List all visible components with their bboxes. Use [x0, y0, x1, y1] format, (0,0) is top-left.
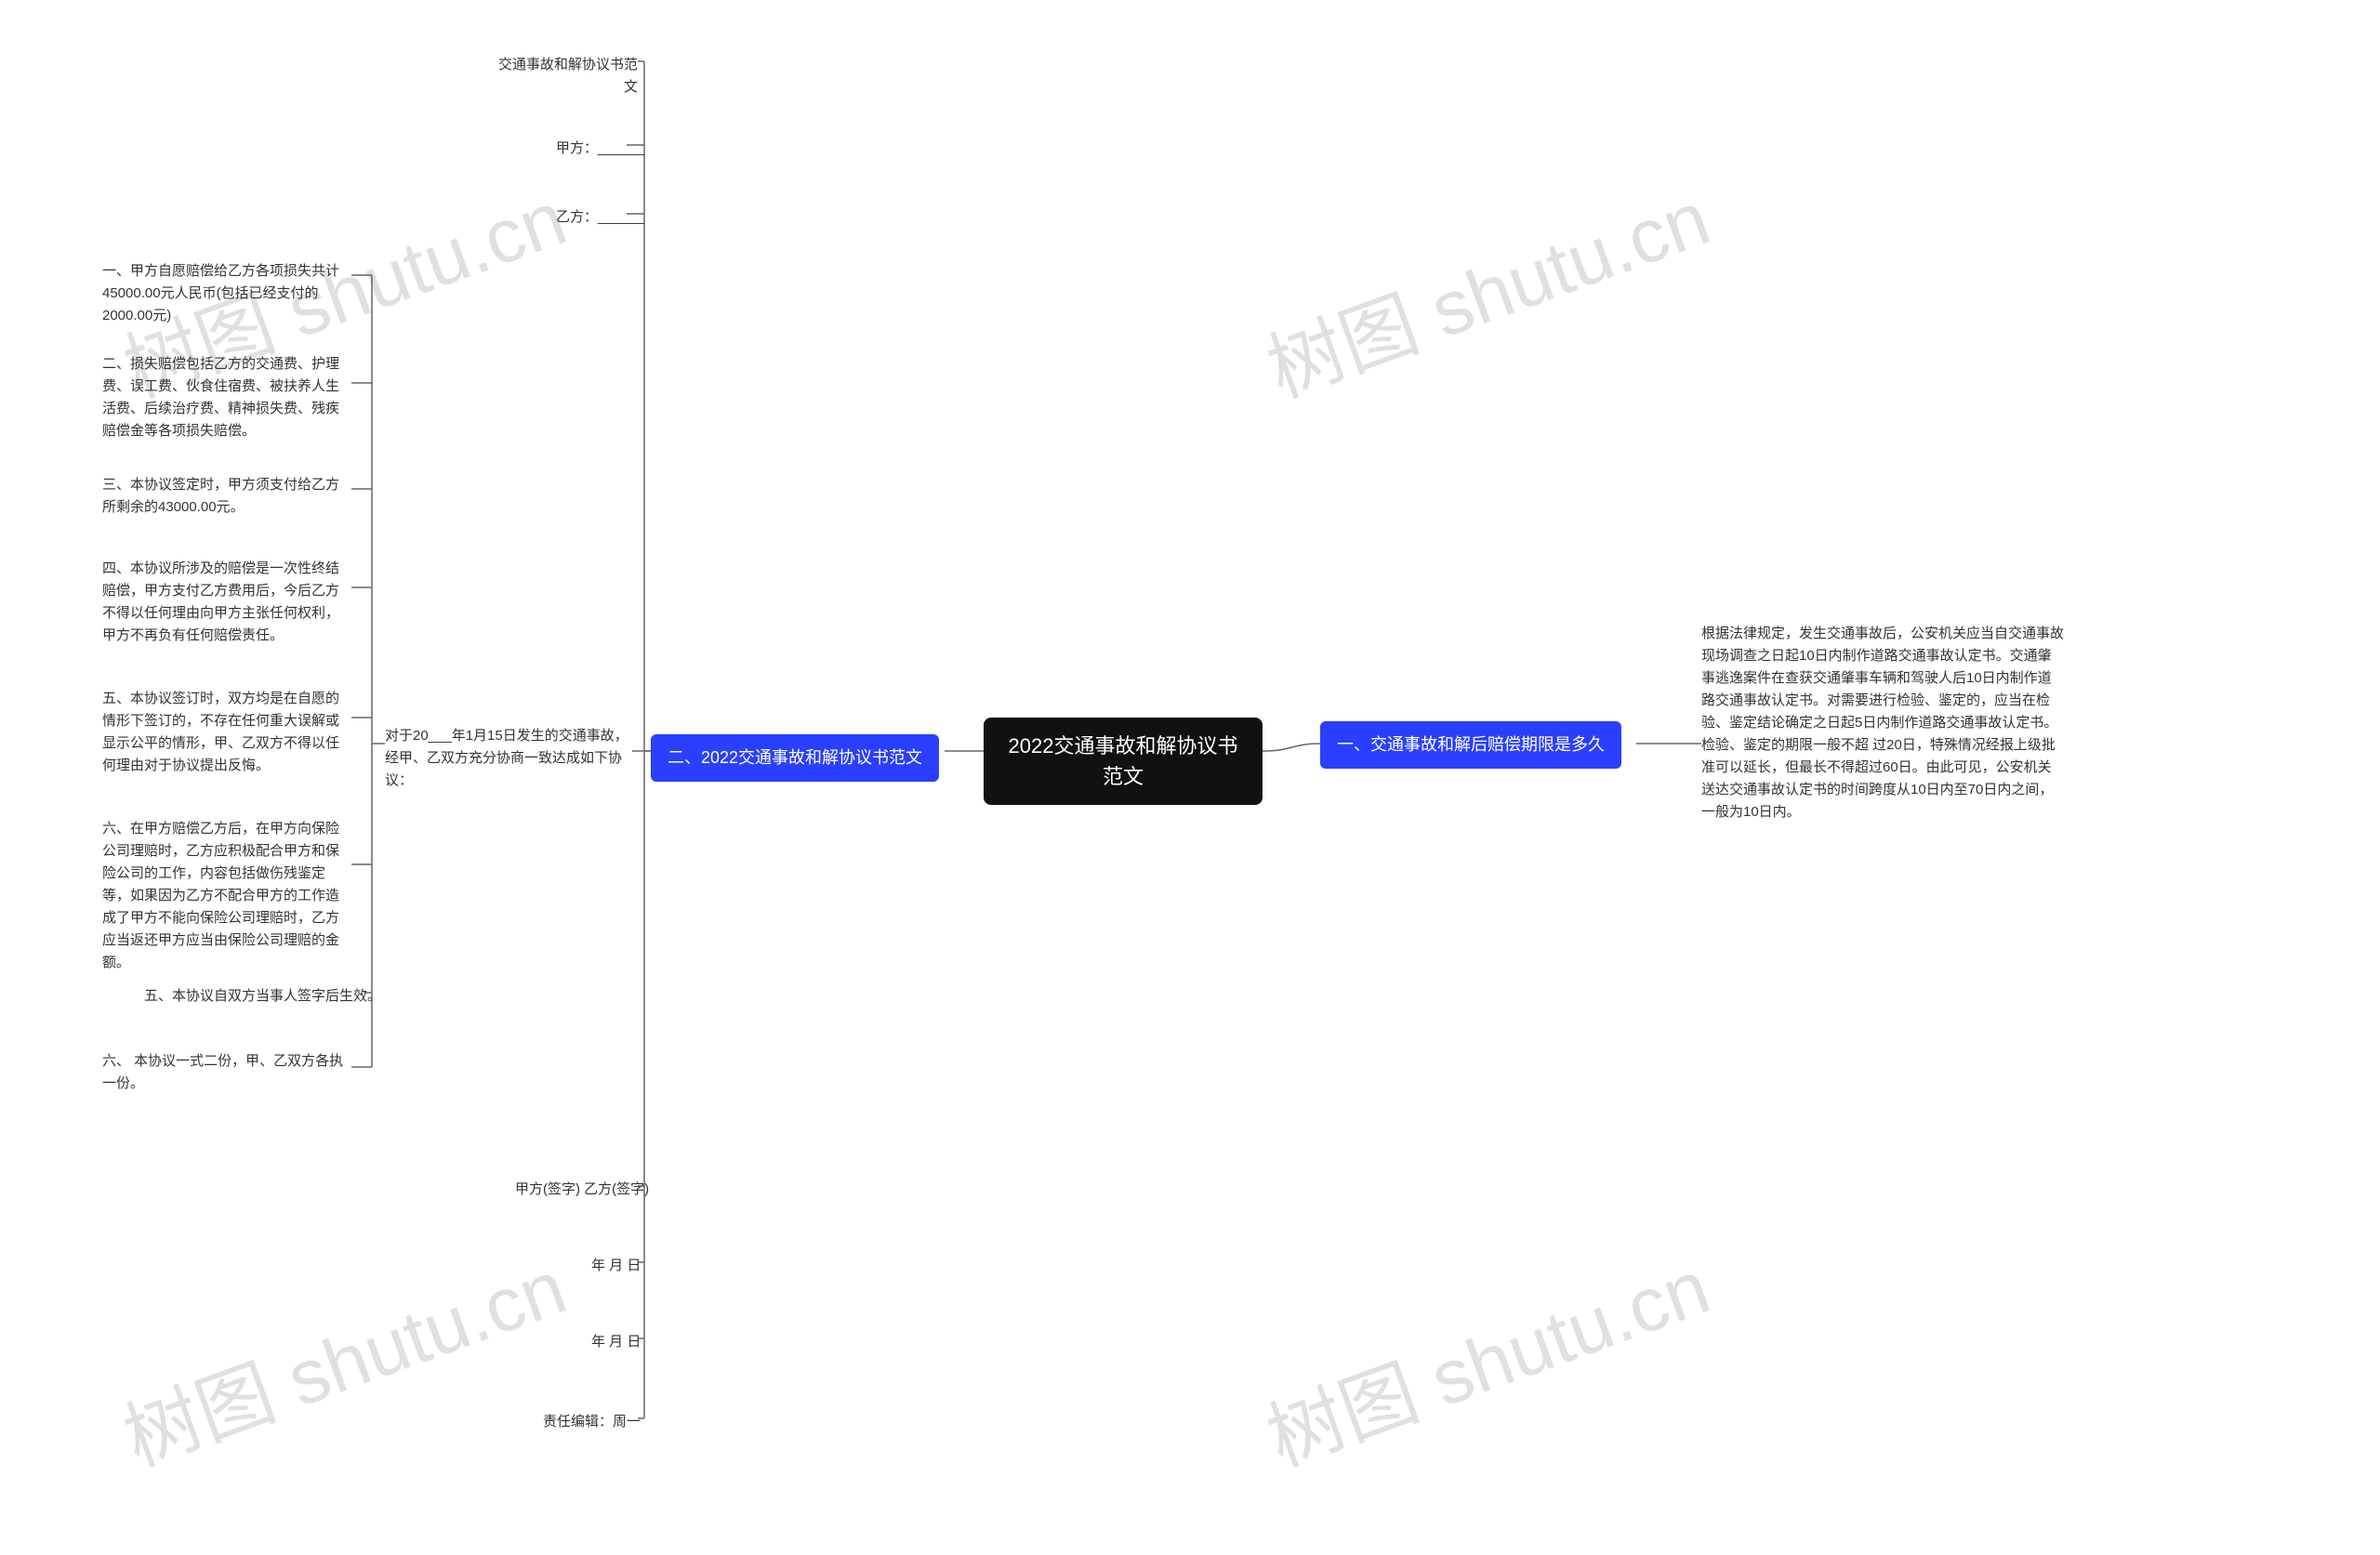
left-child-2: 乙方：______ [556, 206, 644, 229]
left-child-3: 对于20___年1月15日发生的交通事故，经甲、乙双方充分协商一致达成如下协议： [385, 725, 632, 792]
left-child-5: 年 月 日 [591, 1255, 641, 1277]
left-child-1: 甲方：______ [556, 138, 644, 160]
left-branch-node: 二、2022交通事故和解协议书范文 [651, 734, 939, 782]
left-child-6: 年 月 日 [591, 1331, 641, 1353]
sub-2: 三、本协议签定时，甲方须支付给乙方所剩余的43000.00元。 [102, 474, 344, 519]
sub-0: 一、甲方自愿赔偿给乙方各项损失共计45000.00元人民币(包括已经支付的200… [102, 260, 344, 327]
sub-5: 六、在甲方赔偿乙方后，在甲方向保险公司理赔时，乙方应积极配合甲方和保险公司的工作… [102, 818, 344, 974]
left-child-0: 交通事故和解协议书范文 [493, 54, 638, 99]
left-child-7: 责任编辑：周一 [543, 1411, 641, 1433]
right-leaf: 根据法律规定，发生交通事故后，公安机关应当自交通事故现场调查之日起10日内制作道… [1701, 623, 2064, 824]
sub-6: 五、本协议自双方当事人签字后生效。 [144, 985, 381, 1008]
sub-4: 五、本协议签订时，双方均是在自愿的情形下签订的，不存在任何重大误解或显示公平的情… [102, 688, 344, 777]
sub-3: 四、本协议所涉及的赔偿是一次性终结赔偿，甲方支付乙方费用后，今后乙方不得以任何理… [102, 558, 344, 647]
right-branch-node: 一、交通事故和解后赔偿期限是多久 [1320, 721, 1621, 769]
sub-1: 二、损失赔偿包括乙方的交通费、护理费、误工费、伙食住宿费、被扶养人生活费、后续治… [102, 353, 344, 442]
root-node: 2022交通事故和解协议书 范文 [984, 718, 1263, 805]
left-child-4: 甲方(签字) 乙方(签字) [515, 1179, 649, 1201]
sub-7: 六、 本协议一式二份，甲、乙双方各执一份。 [102, 1050, 344, 1095]
